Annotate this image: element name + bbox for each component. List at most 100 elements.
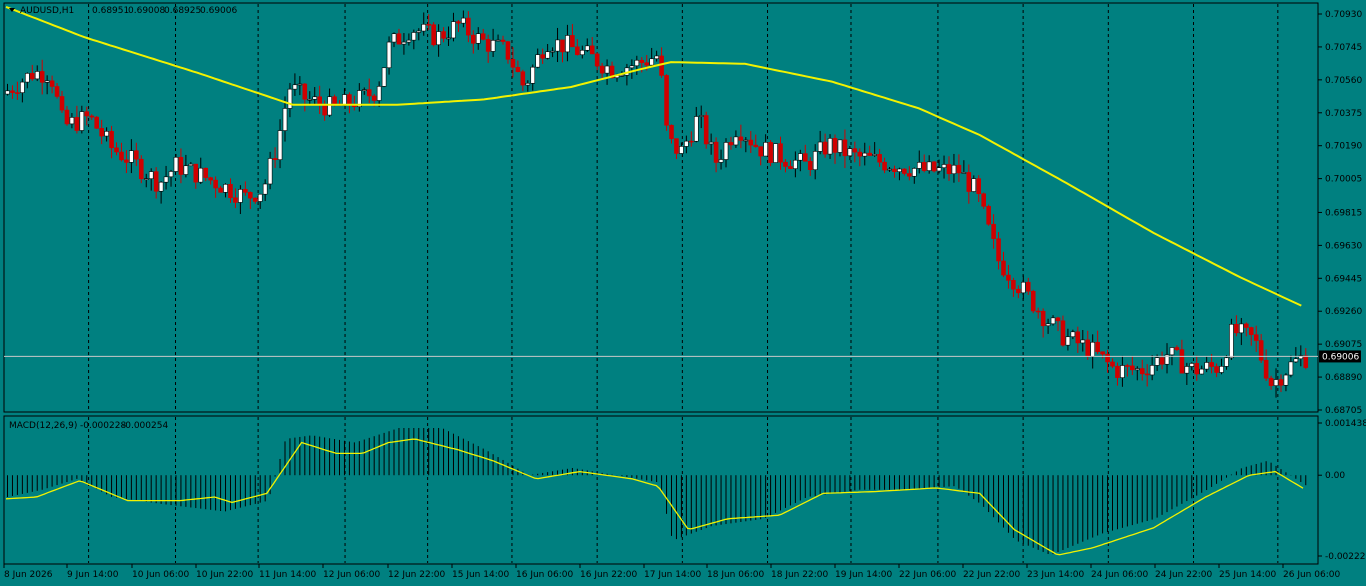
price-tick-label: 0.69075 [1325,340,1362,350]
candle [1164,354,1170,365]
price-axis: 0.70930 0.70745 0.70560 0.70375 0.70190 0.700… [1318,10,1362,416]
time-tick-label: 10 Jun 22:00 [196,570,253,580]
candle [1070,331,1076,338]
price-tick-label: 0.70005 [1325,175,1362,185]
candle [357,90,362,108]
candle [887,168,892,171]
candle [708,141,714,145]
time-axis: 8 Jun 2026 9 Jun 14:00 10 Jun 06:00 10 Jun … [3,564,1340,580]
time-tick-label: 9 Jun 14:00 [67,570,119,580]
price-tick-label: 0.68890 [1325,373,1362,383]
candle [282,108,288,131]
candle [1263,359,1269,379]
price-tick-label: 0.69815 [1325,208,1362,218]
ohlc-high: 0.69008 [128,6,165,16]
time-tick-label: 24 Jun 06:00 [1091,570,1148,580]
macd-tick-label: 0.001438 [1325,419,1366,429]
candle [1050,317,1056,325]
price-tick-label: 0.70375 [1325,109,1362,119]
candle [74,117,80,131]
candle [1278,379,1284,386]
candle [267,158,273,185]
candle [832,138,838,153]
candle [1179,349,1185,374]
candle [936,167,942,172]
candle [817,141,823,152]
candle [1035,310,1041,313]
time-tick-label: 18 Jun 22:00 [771,570,828,580]
time-tick-label: 17 Jun 14:00 [644,570,701,580]
candle [525,82,531,86]
candle [1006,274,1011,281]
macd-histogram [7,428,1307,555]
candle [604,65,610,74]
candle [134,150,139,160]
candle [119,151,124,161]
candle [912,168,917,177]
candle [456,21,461,24]
candle [783,161,788,167]
time-tick-label: 16 Jun 22:00 [580,570,637,580]
time-tick-label: 11 Jun 14:00 [259,570,316,580]
candle [594,53,600,67]
time-tick-label: 12 Jun 06:00 [323,570,380,580]
time-tick-label: 15 Jun 14:00 [452,570,509,580]
candle [793,159,798,169]
moving-average-line [5,5,1302,307]
time-tick-label: 23 Jun 14:00 [1027,570,1084,580]
candle [788,166,793,169]
candle [223,184,228,193]
candle [738,136,744,141]
candle [1016,288,1021,294]
candle [213,179,218,189]
time-tick-label: 25 Jun 14:00 [1219,570,1276,580]
current-price-line: 0.69006 [4,350,1361,363]
candle [921,162,927,171]
candle [1149,365,1155,376]
chart-menu-triangle-icon[interactable] [9,8,15,12]
candle [1025,281,1031,292]
candle [15,92,20,94]
candle [639,59,645,63]
candle [956,164,962,174]
candle [718,159,724,163]
candle [1095,341,1100,353]
candle [376,86,382,101]
time-tick-label: 16 Jun 06:00 [516,570,573,580]
candle [84,111,90,117]
candle [277,130,283,160]
candle [208,177,213,181]
candle [1268,377,1274,386]
candle [89,115,95,118]
macd-signal [5,438,1304,556]
candle [649,58,654,66]
candle [907,173,912,177]
candle [287,88,293,109]
candle [485,39,491,52]
candle [515,66,521,73]
candle [1273,379,1279,386]
candle [565,35,570,53]
candle [619,74,625,77]
candle [480,33,486,40]
candle [312,96,318,100]
candle [1194,363,1200,375]
price-pane-frame [3,2,1319,413]
candle [381,67,387,87]
candle [401,41,407,45]
candle [842,139,848,157]
candle [292,84,298,90]
candle [753,144,759,147]
candle [198,167,204,183]
candle [158,181,164,192]
candle [64,109,70,125]
candle [1154,357,1160,366]
candle [778,143,783,163]
candle [1011,280,1016,290]
candle [1174,347,1180,350]
candle [589,45,595,55]
candle [1169,347,1175,356]
time-tick-label: 22 Jun 06:00 [899,570,956,580]
price-tick-label: 0.70560 [1325,76,1362,86]
